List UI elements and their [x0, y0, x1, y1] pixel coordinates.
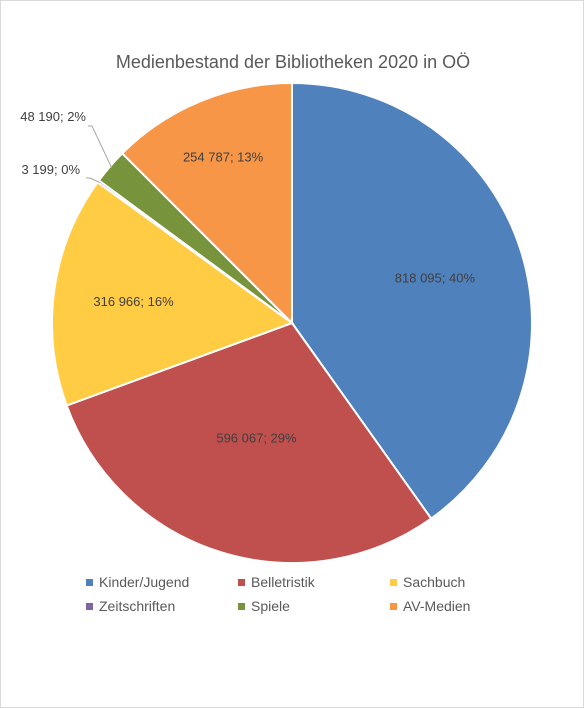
legend-item-spiele: Spiele	[238, 598, 390, 614]
legend-label: Sachbuch	[403, 574, 466, 590]
legend-item-belletristik: Belletristik	[238, 574, 390, 590]
leader-line-zeitschriften	[86, 177, 101, 183]
data-label-belletristik: 596 067; 29%	[216, 431, 297, 446]
legend-label: Spiele	[251, 598, 290, 614]
legend-item-sachbuch: Sachbuch	[390, 574, 510, 590]
pie-slice-belletristik	[65, 321, 433, 564]
legend-swatch	[238, 602, 245, 610]
legend-swatch	[238, 578, 245, 586]
chart-title: Medienbestand der Bibliotheken 2020 in O…	[115, 52, 471, 72]
legend-swatch	[86, 602, 93, 610]
data-label-kinder-jugend: 818 095; 40%	[395, 270, 476, 285]
legend-label: Zeitschriften	[99, 598, 176, 614]
data-label-spiele: 48 190; 2%	[20, 109, 86, 124]
data-label-zeitschriften: 3 199; 0%	[21, 162, 80, 177]
data-label-av-medien: 254 787; 13%	[183, 150, 264, 165]
legend-label: AV-Medien	[403, 598, 471, 614]
pie-slice-sachbuch	[51, 180, 295, 407]
legend-item-zeitschriften: Zeitschriften	[86, 598, 238, 614]
legend: Kinder/Jugend Belletristik Sachbuch Zeitsch…	[86, 574, 506, 614]
data-label-sachbuch: 316 966; 16%	[93, 294, 174, 309]
pie-slice-kinder-jugend	[291, 81, 533, 520]
legend-item-av-medien: AV-Medien	[390, 598, 510, 614]
legend-item-kinder-jugend: Kinder/Jugend	[86, 574, 238, 590]
legend-swatch	[390, 602, 397, 610]
leader-line-spiele	[88, 125, 113, 168]
legend-label: Belletristik	[251, 574, 315, 590]
legend-label: Kinder/Jugend	[99, 574, 190, 590]
legend-swatch	[390, 578, 397, 586]
pie-slice-av-medien	[120, 81, 293, 326]
legend-swatch	[86, 578, 93, 586]
